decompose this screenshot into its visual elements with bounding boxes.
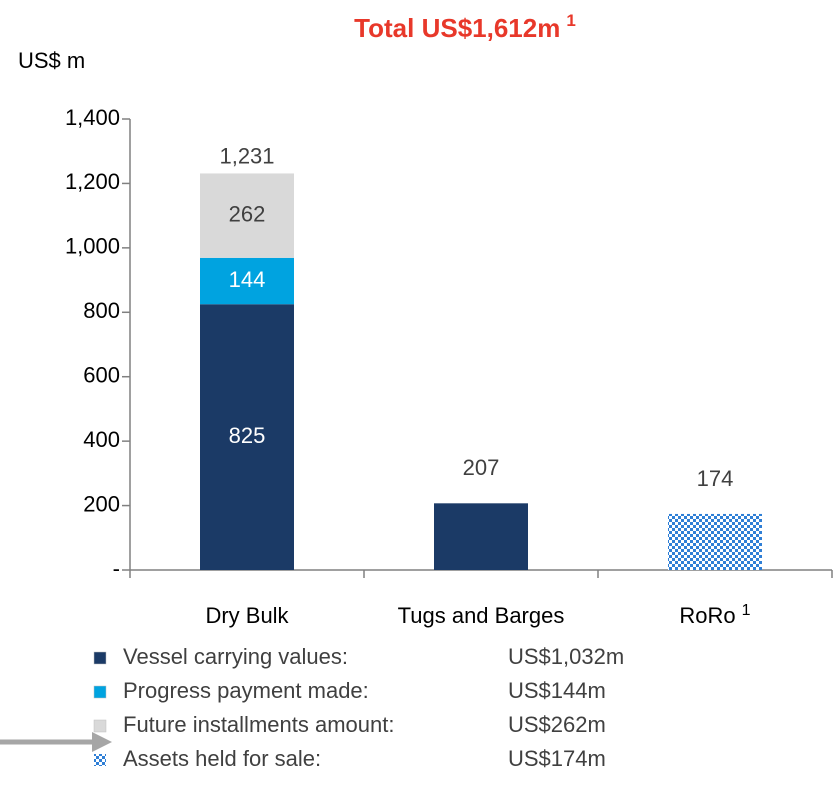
data-label: 207: [463, 455, 500, 480]
x-tick-label: Tugs and Barges: [398, 603, 565, 628]
y-tick-label: 400: [83, 427, 120, 452]
x-tick-label: Dry Bulk: [205, 603, 289, 628]
y-tick-label: 1,400: [65, 105, 120, 130]
y-tick-label: -: [113, 556, 120, 581]
category-name: RoRo: [679, 603, 735, 628]
title-text: Total US$1,612m: [354, 13, 560, 43]
legend-amount: US$262m: [508, 712, 606, 737]
category-note: 1: [742, 602, 751, 619]
legend-amount: US$174m: [508, 746, 606, 771]
bar-segment: [434, 503, 528, 570]
y-axis-label: US$ m: [18, 48, 85, 73]
y-tick-label: 200: [83, 491, 120, 516]
title-note: 1: [566, 11, 575, 30]
bar-segment: [200, 257, 294, 305]
data-label: 144: [229, 267, 266, 292]
bar-segment: [200, 304, 294, 570]
chart-title: Total US$1,612m 1: [354, 11, 576, 42]
pointer-arrowhead: [92, 732, 112, 752]
legend-amount: US$1,032m: [508, 644, 624, 669]
x-tick-label: RoRo 1: [679, 602, 750, 628]
y-tick-label: 1,200: [65, 169, 120, 194]
category-name: Dry Bulk: [205, 603, 289, 628]
legend-amount: US$144m: [508, 678, 606, 703]
legend-label: Assets held for sale:: [123, 746, 321, 771]
data-label: 262: [229, 201, 266, 226]
data-label: 825: [229, 423, 266, 448]
y-tick-label: 1,000: [65, 234, 120, 259]
data-label: 174: [697, 466, 734, 491]
legend-label: Vessel carrying values:: [123, 644, 348, 669]
bar-segment: [668, 513, 762, 570]
category-name: Tugs and Barges: [398, 603, 565, 628]
bar-segment: [200, 173, 294, 258]
y-tick-label: 600: [83, 363, 120, 388]
total-label: 1,231: [219, 143, 274, 168]
legend-marker: [94, 754, 106, 766]
legend-marker: [93, 651, 107, 665]
legend-label: Progress payment made:: [123, 678, 369, 703]
legend-marker: [93, 719, 107, 733]
legend-marker: [93, 685, 107, 699]
y-tick-label: 800: [83, 298, 120, 323]
legend-label: Future installments amount:: [123, 712, 394, 737]
